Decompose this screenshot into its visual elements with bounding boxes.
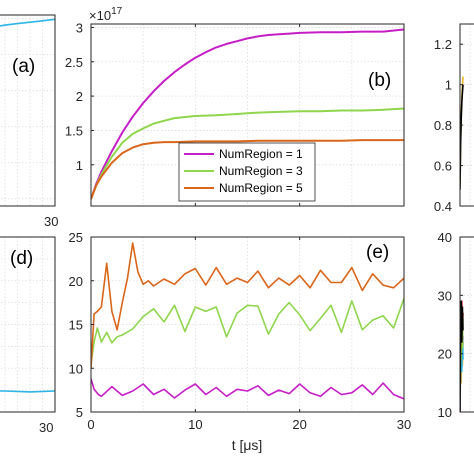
legend-entry: NumRegion = 1 xyxy=(219,147,303,161)
series-line-2 xyxy=(91,107,404,200)
panel-label-b: (b) xyxy=(368,70,391,91)
y-tick-label: 10 xyxy=(438,405,452,420)
y-tick-label: 20 xyxy=(438,347,452,362)
series-line-1 xyxy=(91,378,404,400)
plot-area xyxy=(460,237,474,412)
y-tick-label: 1.5 xyxy=(65,123,83,138)
series-line-3 xyxy=(91,139,404,200)
y-exponent-label: ×1017 xyxy=(89,6,123,23)
panel-label-e: (e) xyxy=(366,242,389,263)
y-tick-label: 2.5 xyxy=(65,55,83,70)
panel-a xyxy=(0,14,56,207)
plot-area xyxy=(460,24,474,206)
axes-frame xyxy=(0,14,56,207)
y-tick-label: 0.8 xyxy=(434,118,452,133)
series-line-1 xyxy=(91,28,404,200)
series-line-1 xyxy=(0,18,55,27)
legend-entry: NumRegion = 5 xyxy=(219,181,303,195)
legend: NumRegion = 1 NumRegion = 3 NumRegion = 5 xyxy=(178,142,316,202)
axes-frame xyxy=(0,236,56,413)
y-tick-label: 20 xyxy=(69,274,83,289)
plot-area xyxy=(0,15,55,206)
x-axis-title: t [μs] xyxy=(232,437,263,453)
y-tick-label: 1 xyxy=(445,78,452,93)
axes-frame xyxy=(459,23,474,207)
panel-e: 0 10 20 30 5 10 15 20 25 xyxy=(69,230,412,432)
y-tick-label: 15 xyxy=(69,318,83,333)
series-line-1 xyxy=(0,390,55,393)
y-tick-label: 1.2 xyxy=(434,37,452,52)
y-tick-label: 3 xyxy=(76,20,83,35)
y-tick-label: 25 xyxy=(69,230,83,245)
y-tick-label: 2 xyxy=(76,89,83,104)
series-line-3 xyxy=(91,242,404,369)
axes-frame xyxy=(459,236,474,413)
y-tick-label: 0.6 xyxy=(434,159,452,174)
panel-d xyxy=(0,236,56,413)
panel-label-d: (d) xyxy=(10,248,33,269)
y-tick-label: 40 xyxy=(438,230,452,245)
panel-c: 0.4 0.6 0.8 1 1.2 xyxy=(434,23,474,214)
series-line-2 xyxy=(91,298,404,365)
y-tick-label: 10 xyxy=(69,361,83,376)
y-tick-label: 30 xyxy=(438,288,452,303)
panel-label-a: (a) xyxy=(12,56,35,77)
y-tick-label: 1 xyxy=(76,158,83,173)
x-tick-label: 30 xyxy=(44,214,58,229)
x-tick-label: 10 xyxy=(188,417,202,432)
y-tick-label: 5 xyxy=(76,405,83,420)
x-tick-label: 20 xyxy=(292,417,306,432)
panel-f: 10 20 30 40 xyxy=(438,230,474,420)
legend-entry: NumRegion = 3 xyxy=(219,164,303,178)
x-tick-label: 0 xyxy=(87,417,94,432)
y-tick-label: 0.4 xyxy=(434,199,452,214)
x-tick-label: 30 xyxy=(397,417,411,432)
x-tick-label: 30 xyxy=(39,420,53,435)
axes-frame xyxy=(90,23,405,207)
